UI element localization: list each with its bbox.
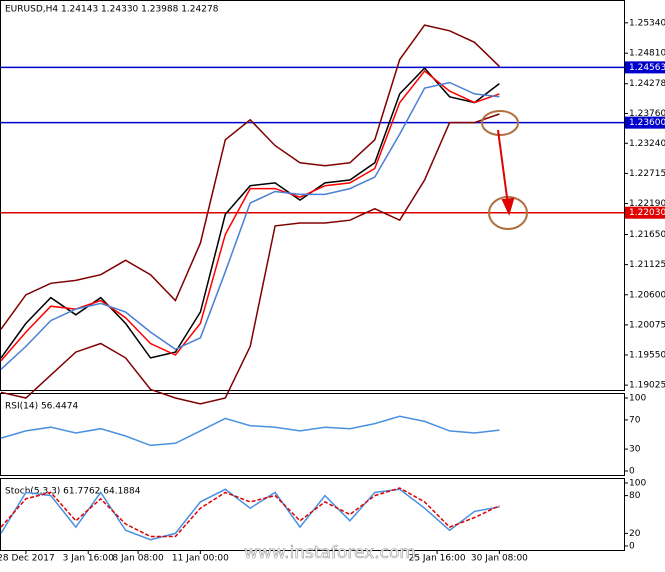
- y-tick-label: 1.23240: [629, 139, 665, 149]
- y-tick-label: 1.21125: [629, 260, 665, 270]
- annotation-arrowhead: [501, 197, 515, 216]
- y-tick-label: 1.24278: [629, 79, 665, 89]
- y-tick-label: 1.25340: [629, 18, 665, 28]
- level-label: 1.24563: [629, 63, 665, 73]
- x-tick-label: 30 Jan 08:00: [471, 554, 528, 564]
- series-line: [0, 81, 500, 370]
- y-tick-label: 1.20075: [629, 320, 665, 330]
- y-tick-label: 0: [629, 542, 635, 552]
- level-label: 1.22030: [629, 208, 665, 218]
- watermark: www.instaforex.com: [244, 543, 416, 563]
- x-tick-label: 3 Jan 16:00: [63, 554, 115, 564]
- panel-title: Stoch(5,3,3) 61.7762 64.1884: [5, 487, 141, 497]
- y-tick-label: 1.20600: [629, 290, 665, 300]
- x-tick-label: 25 Jan 16:00: [409, 554, 466, 564]
- main-panel: [0, 0, 625, 391]
- y-tick-label: 30: [629, 445, 641, 455]
- series-line: [0, 488, 500, 541]
- x-tick-label: 28 Dec 2017: [0, 554, 55, 564]
- series-line: [0, 69, 500, 362]
- y-tick-label: 1.19550: [629, 351, 665, 361]
- annotation-circle: [481, 110, 519, 136]
- y-tick-label: 1.24810: [629, 49, 665, 59]
- y-tick-label: 100: [629, 479, 646, 489]
- annotation-arrow: [497, 129, 509, 206]
- x-tick-label: 8 Jan 08:00: [112, 554, 164, 564]
- series-line: [0, 24, 500, 330]
- series-line: [0, 66, 500, 359]
- series-line: [0, 415, 500, 447]
- series-line: [0, 487, 500, 538]
- y-tick-label: 80: [629, 491, 641, 501]
- y-tick-label: 0: [629, 467, 635, 477]
- series-line: [0, 113, 500, 405]
- y-tick-label: 1.22715: [629, 169, 665, 179]
- level-label: 1.23600: [629, 118, 665, 128]
- level-label-box: [625, 116, 665, 129]
- panel-title: RSI(14) 56.4474: [5, 402, 78, 412]
- annotation-circle: [488, 196, 528, 230]
- y-tick-label: 70: [629, 415, 641, 425]
- y-tick-label: 1.21650: [629, 230, 665, 240]
- panel-title: EURUSD,H4 1.24143 1.24330 1.23988 1.2427…: [5, 5, 219, 15]
- stoch-panel: [0, 478, 625, 551]
- y-tick-label: 1.22190: [629, 199, 665, 209]
- level-label-box: [625, 206, 665, 219]
- rsi-panel: [0, 393, 625, 476]
- y-tick-label: 20: [629, 529, 641, 539]
- x-tick-label: 11 Jan 00:00: [172, 554, 229, 564]
- y-tick-label: 1.19025: [629, 381, 665, 391]
- y-tick-label: 1.23760: [629, 109, 665, 119]
- level-label-box: [625, 61, 665, 74]
- y-tick-label: 100: [629, 394, 646, 404]
